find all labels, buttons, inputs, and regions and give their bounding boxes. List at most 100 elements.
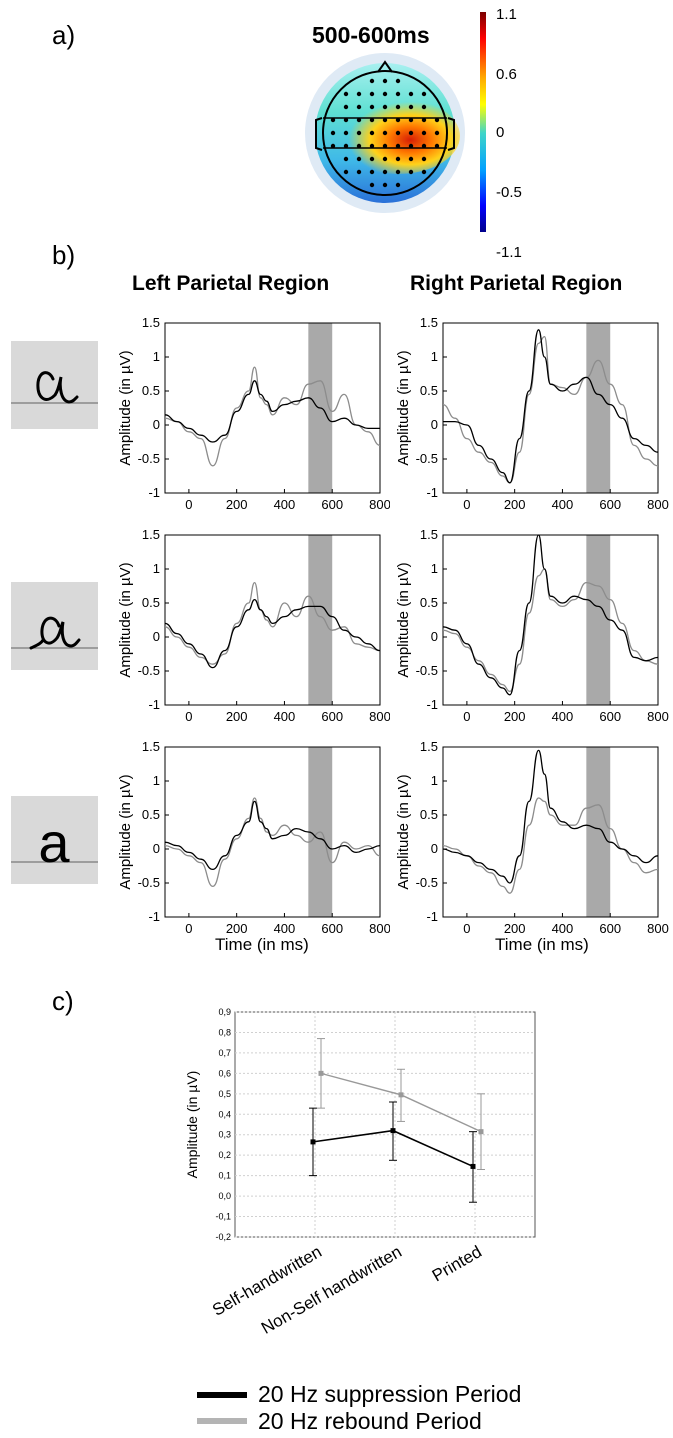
electrode-dot xyxy=(382,143,388,149)
electrode-dot xyxy=(330,130,336,136)
y-tick-label: -0.5 xyxy=(138,451,160,466)
region-title-right: Right Parietal Region xyxy=(410,272,623,295)
electrode-dot xyxy=(343,117,349,123)
letter-printed-image: a xyxy=(11,796,98,884)
electrode-dot xyxy=(369,78,375,84)
y-tick-label: 0 xyxy=(431,417,438,432)
y-axis-label: Amplitude (in µV) xyxy=(117,774,134,889)
x-tick-label: 400 xyxy=(552,497,574,512)
electrode-dot xyxy=(369,104,375,110)
electrode-dot xyxy=(356,117,362,123)
electrode-dot xyxy=(369,156,375,162)
electrode-dot xyxy=(343,91,349,97)
electrode-dot xyxy=(434,143,440,149)
highlight-window xyxy=(586,535,611,705)
electrode-dot xyxy=(395,169,401,175)
plot-frame xyxy=(442,534,659,706)
y-axis-label: Amplitude (in µV) xyxy=(117,562,134,677)
y-tick-label: 1 xyxy=(153,561,160,576)
series-line-black xyxy=(443,329,659,484)
erp-plot-left-row2: 1.5 1 0.5 0 -0.5 -1 0 200 400 600 800 Amplitude (in… xyxy=(117,527,390,724)
legend-swatches xyxy=(197,1392,247,1424)
electrode-dot xyxy=(382,182,388,188)
electrode-dot xyxy=(408,156,414,162)
y-tick-label: -1 xyxy=(148,697,160,712)
y-tick-label: 0 xyxy=(431,629,438,644)
electrode-dot xyxy=(421,169,427,175)
panel-label-c: c) xyxy=(52,986,74,1016)
colorbar-tick: 0 xyxy=(496,124,505,141)
y-tick-label: -0,2 xyxy=(215,1232,231,1242)
electrode-dot xyxy=(408,130,414,136)
electrode-dot xyxy=(369,143,375,149)
electrode-dot xyxy=(395,156,401,162)
x-tick-label: 800 xyxy=(647,709,669,724)
erp-plot-right-row2: 1.5 1 0.5 0 -0.5 -1 0 200 400 600 800 Amplitude (in… xyxy=(395,527,669,724)
y-tick-label: 1.5 xyxy=(420,315,438,330)
y-axis-label: Amplitude (in µV) xyxy=(395,774,412,889)
y-tick-label: 1.5 xyxy=(142,739,160,754)
electrode-dot xyxy=(330,117,336,123)
electrode-dot xyxy=(395,117,401,123)
letter-non-self-handwritten-image xyxy=(11,582,98,670)
y-tick-label: 0,9 xyxy=(218,1007,231,1017)
y-tick-label: -0.5 xyxy=(138,875,160,890)
x-tick-label: 0 xyxy=(463,709,470,724)
x-tick-label: 600 xyxy=(599,497,621,512)
x-tick-label: 400 xyxy=(552,709,574,724)
plot-frame xyxy=(442,322,659,494)
y-tick-label: 1 xyxy=(431,561,438,576)
y-tick-label: 1.5 xyxy=(142,527,160,542)
x-axis-label-right: Time (in ms) xyxy=(495,935,589,954)
plot-frame xyxy=(164,746,381,918)
electrode-dot xyxy=(382,104,388,110)
colorbar-tick: -1.1 xyxy=(496,244,522,261)
y-tick-label: 0,4 xyxy=(218,1109,231,1119)
series-line-grey xyxy=(442,335,659,484)
electrode-dot xyxy=(421,130,427,136)
electrode-dot xyxy=(343,143,349,149)
y-axis-label: Amplitude (in µV) xyxy=(395,562,412,677)
x-tick-label: 600 xyxy=(599,921,621,936)
y-tick-label: 0,6 xyxy=(218,1068,231,1078)
x-tick-label: 600 xyxy=(321,709,343,724)
y-tick-label: 0 xyxy=(431,841,438,856)
erp-plot-right-row3: 1.5 1 0.5 0 -0.5 -1 0 200 400 600 800 Amplitude (in… xyxy=(395,739,669,936)
electrode-dot xyxy=(356,91,362,97)
y-tick-label: -1 xyxy=(426,697,438,712)
x-tick-label: 800 xyxy=(369,709,390,724)
y-tick-label: 1 xyxy=(431,349,438,364)
region-title-left: Left Parietal Region xyxy=(132,272,330,295)
data-point xyxy=(398,1092,404,1098)
y-tick-label: 0.5 xyxy=(420,595,438,610)
electrode-dot xyxy=(395,104,401,110)
erp-plot-right-row1: 1.5 1 0.5 0 -0.5 -1 0 200 400 600 800 Amplitude (in… xyxy=(395,315,669,512)
series-line-grey xyxy=(442,797,659,894)
data-point xyxy=(470,1163,476,1169)
electrode-dot xyxy=(343,104,349,110)
colorbar xyxy=(480,12,486,232)
x-tick-label: 0 xyxy=(185,921,192,936)
y-tick-label: 0.5 xyxy=(420,807,438,822)
x-tick-label: 200 xyxy=(504,709,526,724)
panel-label-b: b) xyxy=(52,240,76,270)
electrode-dot xyxy=(382,91,388,97)
y-tick-label: 0.5 xyxy=(142,595,160,610)
y-tick-label: 0 xyxy=(153,841,160,856)
y-tick-label: 1.5 xyxy=(420,527,438,542)
x-tick-label: 600 xyxy=(599,709,621,724)
y-tick-label: 0,2 xyxy=(218,1150,231,1160)
x-tick-label: 400 xyxy=(274,709,296,724)
y-tick-label: 0,1 xyxy=(218,1171,231,1181)
x-tick-label: 0 xyxy=(185,497,192,512)
x-tick-label: 0 xyxy=(463,921,470,936)
x-tick-label: 200 xyxy=(226,497,248,512)
topomap-head xyxy=(305,53,465,213)
electrode-dot xyxy=(421,143,427,149)
y-tick-label: 0 xyxy=(153,629,160,644)
electrode-dot xyxy=(382,169,388,175)
y-axis-label: Amplitude (in µV) xyxy=(184,1071,200,1179)
y-tick-label: 0,8 xyxy=(218,1027,231,1037)
category-label: Non-Self handwritten xyxy=(258,1242,405,1338)
electrode-dot xyxy=(343,130,349,136)
